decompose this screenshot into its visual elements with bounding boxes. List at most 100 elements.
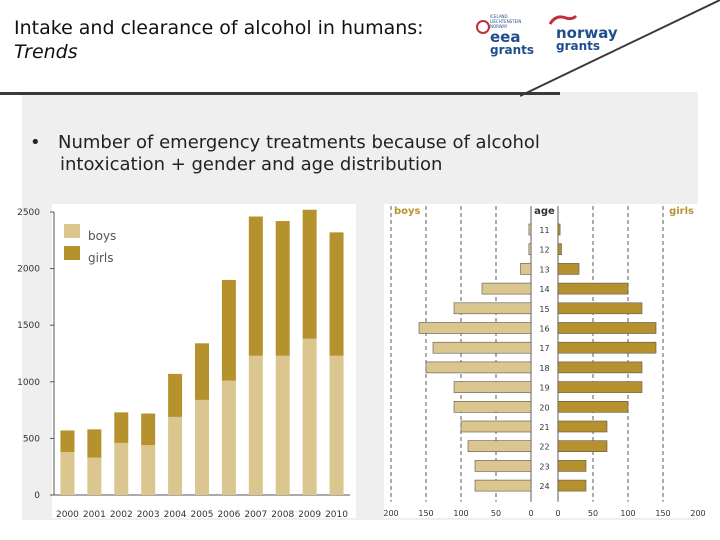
bar-boys — [453, 381, 532, 393]
bar-girls — [557, 302, 643, 315]
bar-boys — [302, 338, 317, 495]
age-label: 14 — [539, 285, 549, 294]
bar-girls — [557, 223, 561, 236]
bar-girls — [557, 440, 608, 452]
legend: boys girls — [64, 224, 116, 265]
bar-boys — [467, 440, 532, 452]
y-tick-label: 500 — [23, 434, 40, 444]
logo-small-text: ICELAND LIECHTENSTEIN NORWAY — [490, 14, 522, 29]
bar-girls — [329, 232, 344, 356]
x-tick-label: 2006 — [217, 510, 240, 520]
bar-boys — [221, 380, 236, 495]
x-tick-label-left: 150 — [418, 509, 433, 518]
x-tick-label-left: 50 — [491, 509, 501, 518]
age-label: 20 — [539, 403, 549, 412]
bar-girls — [87, 429, 102, 458]
bar-girls — [557, 381, 643, 393]
boys-header: boys — [394, 206, 421, 217]
bar-boys — [460, 420, 532, 433]
bar-boys — [520, 263, 532, 275]
x-tick-label-left: 200 — [383, 509, 398, 518]
eea-text: eea — [490, 28, 521, 46]
bar-girls — [221, 279, 236, 381]
age-label: 24 — [539, 482, 549, 491]
x-tick-label-right: 200 — [690, 509, 705, 518]
norway-swoosh-icon — [548, 14, 578, 25]
eea-grants-text: grants — [490, 43, 535, 57]
bar-boys — [195, 399, 209, 495]
y-tick-label: 0 — [34, 491, 40, 501]
y-tick-label: 1000 — [17, 378, 40, 388]
bar-girls — [557, 341, 657, 354]
bar-girls — [168, 373, 183, 417]
bar-girls — [557, 322, 657, 334]
bar-girls — [557, 420, 608, 433]
age-label: 23 — [539, 462, 549, 471]
bar-boys — [275, 355, 290, 495]
x-tick-label: 2009 — [298, 510, 321, 520]
x-tick-label-right: 100 — [620, 509, 635, 518]
bar-girls — [275, 221, 290, 356]
bullet-point: • Number of emergency treatments because … — [30, 132, 540, 176]
bar-boys — [425, 361, 532, 374]
bar-girls — [557, 243, 562, 256]
bar-boys — [474, 460, 532, 472]
bullet-marker: • — [30, 132, 41, 153]
bar-boys — [432, 341, 532, 354]
girls-header: girls — [669, 206, 694, 217]
x-tick-label: 2005 — [191, 510, 214, 520]
bar-boys — [528, 243, 532, 256]
norway-text: norway — [556, 24, 618, 42]
x-tick-label-right: 0 — [555, 509, 560, 518]
bar-girls — [557, 361, 643, 374]
age-label: 22 — [539, 443, 549, 452]
bar-girls — [557, 479, 587, 492]
x-tick-label: 2008 — [271, 510, 294, 520]
x-tick-label-right: 50 — [588, 509, 598, 518]
page-title: Intake and clearance of alcohol in human… — [14, 16, 424, 64]
y-tick-label: 2500 — [17, 208, 40, 218]
age-gender-distribution-chart: boys age girls 11 12 13 14 15 16 17 18 19 20 21 22 23 24… — [383, 204, 706, 518]
bar-boys — [474, 479, 532, 492]
legend-label-boys: boys — [88, 229, 116, 243]
title-line-1: Intake and clearance of alcohol in human… — [14, 17, 424, 39]
x-tick-label: 2007 — [244, 510, 267, 520]
title-line-2: Trends — [14, 41, 78, 63]
eea-grants-logo: ICELAND LIECHTENSTEIN NORWAY eea grants — [476, 12, 536, 56]
norway-grants-logo: norway grants — [548, 14, 618, 58]
bar-boys — [168, 416, 183, 495]
age-label: 13 — [539, 265, 549, 274]
bullet-text-line-2: intoxication + gender and age distributi… — [60, 154, 443, 175]
bar-boys — [528, 223, 532, 236]
bar-boys — [329, 355, 344, 495]
bar-boys — [141, 445, 156, 495]
plot-background — [384, 204, 704, 518]
bar-girls — [557, 282, 629, 295]
bar-girls — [557, 263, 580, 275]
bar-girls — [557, 401, 629, 413]
logo-circles-icon — [476, 20, 490, 34]
bar-boys — [418, 322, 532, 334]
bar-boys — [60, 451, 75, 495]
header-band — [0, 0, 700, 92]
x-tick-label: 2010 — [325, 510, 348, 520]
bar-girls — [302, 209, 317, 339]
bar-girls — [60, 430, 75, 452]
age-header: age — [534, 206, 555, 217]
x-tick-label-left: 0 — [528, 509, 533, 518]
age-label: 12 — [539, 246, 549, 255]
bar-girls — [195, 343, 209, 400]
age-label: 15 — [539, 305, 549, 314]
header-divider — [0, 92, 560, 95]
bar-boys — [114, 442, 129, 495]
x-tick-label: 2003 — [137, 510, 160, 520]
x-tick-label: 2002 — [110, 510, 133, 520]
norway-grants-text: grants — [556, 39, 601, 53]
bar-girls — [141, 413, 156, 446]
y-tick-label: 2000 — [17, 265, 40, 275]
bullet-text-line-1: Number of emergency treatments because o… — [58, 132, 540, 153]
yearly-stacked-bar-chart: 0 500 1000 1500 2000 2500 2000 2001 2002 2003 2004… — [17, 204, 356, 520]
bar-girls — [557, 460, 587, 472]
decorative-diagonal-line — [520, 0, 720, 97]
x-tick-label-right: 150 — [655, 509, 670, 518]
